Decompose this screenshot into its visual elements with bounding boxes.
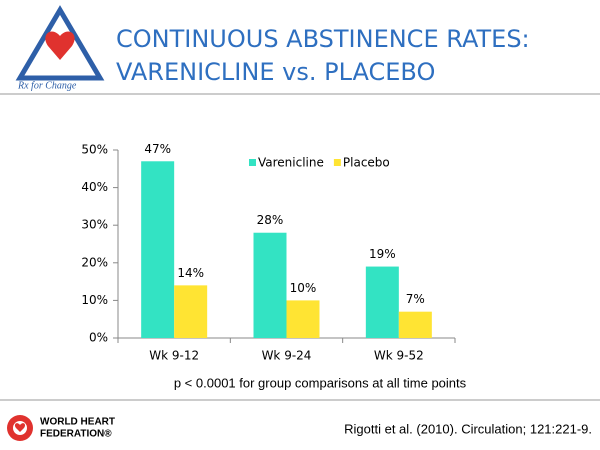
footer-logo-text: FEDERATION® <box>40 429 112 440</box>
x-tick-label: Wk 9-12 <box>149 349 199 363</box>
bar <box>174 285 208 338</box>
citation: Rigotti et al. (2010). Circulation; 121:… <box>344 421 592 436</box>
bar <box>141 161 175 338</box>
y-tick-label: 30% <box>81 218 108 232</box>
logo-text: Rx for Change <box>17 80 77 91</box>
slide-title: CONTINUOUS ABSTINENCE RATES: <box>116 25 530 53</box>
y-tick-label: 20% <box>81 255 108 269</box>
value-label: 28% <box>257 213 284 227</box>
y-tick-label: 0% <box>89 331 108 345</box>
value-label: 10% <box>290 281 317 295</box>
legend-label: Placebo <box>343 156 390 170</box>
bar <box>398 311 432 338</box>
legend-label: Varenicline <box>258 156 324 170</box>
chart-note: p < 0.0001 for group comparisons at all … <box>174 375 467 390</box>
bar <box>365 266 399 338</box>
bar <box>286 300 320 338</box>
footer-logo-text: WORLD HEART <box>40 417 115 428</box>
y-tick-label: 50% <box>81 143 108 157</box>
legend-swatch <box>333 159 341 166</box>
value-label: 14% <box>177 266 204 280</box>
value-label: 7% <box>406 292 425 306</box>
slide-title: VARENICLINE vs. PLACEBO <box>116 58 435 86</box>
value-label: 19% <box>369 247 396 261</box>
value-label: 47% <box>144 142 171 156</box>
footer-logo: WORLD HEART FEDERATION® <box>7 415 115 441</box>
header-logo: Rx for Change <box>15 5 105 91</box>
x-tick-label: Wk 9-24 <box>262 349 312 363</box>
x-tick-label: Wk 9-52 <box>374 349 424 363</box>
y-tick-label: 10% <box>81 293 108 307</box>
logo-heart <box>45 31 75 60</box>
chart: 0% 10% 20% 30% 40% 50% Wk 9-12 47% 14% Wk 9-24 28%… <box>81 142 456 363</box>
legend-swatch <box>249 159 256 166</box>
logo-heart <box>14 423 26 432</box>
bar <box>253 232 287 338</box>
y-tick-label: 40% <box>81 180 108 194</box>
